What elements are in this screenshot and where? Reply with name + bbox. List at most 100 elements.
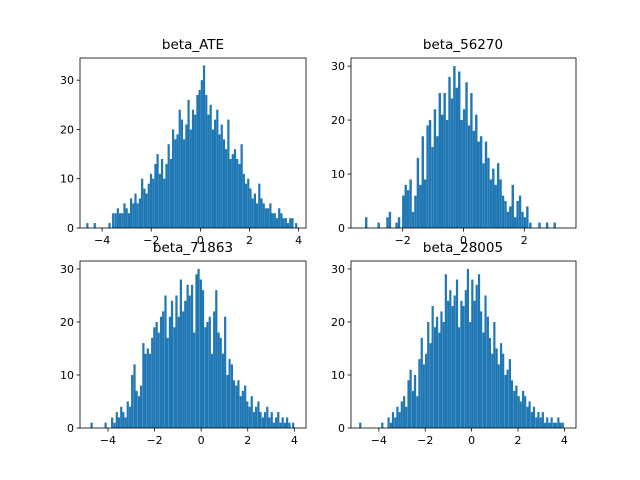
histogram-bar <box>228 359 231 428</box>
histogram-bar <box>409 179 412 228</box>
histogram-bar <box>524 396 527 428</box>
histogram-bar <box>210 353 213 428</box>
histogram-bar <box>529 222 532 228</box>
histogram-bar <box>504 201 507 228</box>
histogram-bar <box>250 396 253 428</box>
histogram-bar <box>422 364 425 428</box>
histogram-bar <box>241 390 244 428</box>
histogram-bar <box>120 406 123 428</box>
histogram-bar <box>397 217 401 228</box>
histogram-bar <box>114 213 117 228</box>
subplot-beta-ate: −4 −2 0 2 4 0 10 20 30 beta_ATE <box>60 37 307 247</box>
histogram-bar <box>229 159 232 228</box>
y-tick-label: 20 <box>331 316 345 329</box>
histogram-bar <box>465 82 468 228</box>
histogram-bar <box>453 66 456 228</box>
histogram-bar <box>523 217 527 228</box>
histogram-bar <box>425 353 428 428</box>
histogram-bar <box>256 203 259 228</box>
histogram-bar <box>513 217 517 228</box>
histogram-bar <box>268 417 271 428</box>
histogram-bar <box>394 417 397 428</box>
histogram-bar <box>477 274 481 428</box>
histogram-bar <box>235 385 238 428</box>
axes-frame <box>79 57 307 229</box>
histogram-bar <box>227 119 230 228</box>
histogram-bar <box>108 223 111 228</box>
histogram-bar <box>190 284 194 428</box>
histogram-bar <box>443 93 446 228</box>
axes-frame <box>350 260 577 429</box>
y-tick-label: 0 <box>67 422 74 435</box>
histogram-bar <box>398 412 401 428</box>
histogram-bar <box>391 412 395 428</box>
histogram-bar <box>506 211 510 228</box>
histogram-bar <box>279 422 282 428</box>
histogram-bar <box>263 412 267 428</box>
histogram-bar <box>389 422 392 428</box>
histogram-bar <box>142 343 145 428</box>
histogram-bar <box>251 198 254 228</box>
histogram-bar <box>204 327 207 428</box>
x-tick-label: −4 <box>371 434 387 447</box>
histogram-bar <box>499 179 502 228</box>
histogram-bar <box>278 208 281 228</box>
histogram-bars <box>86 65 298 229</box>
histogram-bar <box>270 412 273 428</box>
histogram-bar <box>167 144 170 228</box>
histogram-bar <box>201 290 205 428</box>
histogram-bar <box>405 406 408 428</box>
histogram-bar <box>166 337 169 428</box>
histogram-bar <box>386 217 389 228</box>
histogram-bar <box>428 120 432 228</box>
histogram-bar <box>473 300 476 428</box>
histogram-bar <box>258 183 261 228</box>
histogram-bar <box>174 139 177 228</box>
histogram-bar <box>359 422 362 428</box>
histogram-bar <box>257 401 260 428</box>
histogram-bar <box>199 279 203 428</box>
histogram-bar <box>162 311 165 428</box>
histogram-bar <box>537 412 540 428</box>
x-tick-label: −4 <box>100 434 116 447</box>
histogram-bar <box>239 396 242 428</box>
histogram-bar <box>191 109 195 228</box>
y-tick-label: 30 <box>331 60 345 73</box>
histogram-bar <box>526 206 529 228</box>
histogram-bar <box>132 203 135 228</box>
histogram-bar <box>286 417 289 428</box>
histogram-bar <box>486 316 489 428</box>
histogram-bar <box>494 184 497 228</box>
histogram-bar <box>419 184 422 228</box>
histogram-bar <box>464 290 467 428</box>
histogram-bar <box>159 316 163 428</box>
x-tick-label: 0 <box>198 434 205 447</box>
histogram-bar <box>495 348 498 428</box>
histogram-bar <box>180 119 184 228</box>
y-tick-label: 30 <box>331 263 345 276</box>
x-tick-label: 4 <box>295 234 302 247</box>
histogram-bar <box>149 173 153 228</box>
x-tick-label: 0 <box>197 234 204 247</box>
histogram-bar <box>283 422 287 428</box>
histogram-bar <box>426 125 429 228</box>
axes-frame <box>79 260 307 429</box>
histogram-bar <box>262 203 265 228</box>
histogram-bar <box>177 316 180 428</box>
histogram-bar <box>420 337 423 428</box>
histogram-bar <box>559 422 562 428</box>
y-tick-label: 10 <box>331 168 345 181</box>
x-tick-label: 2 <box>246 234 253 247</box>
histogram-bar <box>259 412 262 428</box>
x-tick-label: −2 <box>395 234 411 247</box>
histogram-bar <box>455 87 459 229</box>
histogram-bar <box>273 213 276 228</box>
histogram-bar <box>552 422 556 428</box>
histogram-bar <box>157 332 160 428</box>
histogram-bar <box>561 422 564 428</box>
histogram-bar <box>550 417 553 428</box>
x-tick-label: 0 <box>468 434 475 447</box>
histogram-bar <box>126 401 129 428</box>
histogram-bar <box>427 321 430 428</box>
